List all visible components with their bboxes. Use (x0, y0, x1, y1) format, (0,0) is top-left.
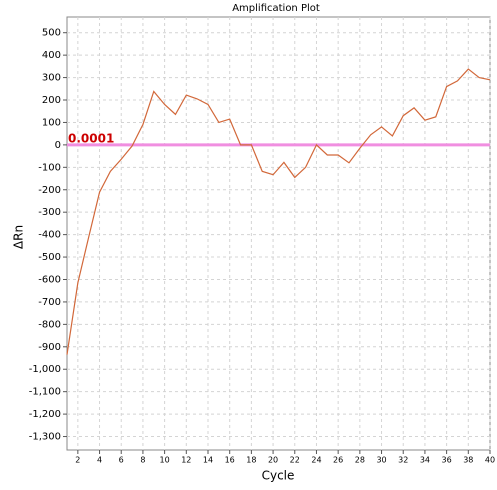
x-tick-label: 36 (442, 456, 452, 465)
x-axis-label: Cycle (262, 469, 295, 483)
y-tick-label: -1,100 (29, 387, 61, 398)
x-tick-label: 32 (398, 456, 408, 465)
x-tick-label: 18 (246, 456, 256, 465)
y-tick-label: -100 (38, 162, 61, 173)
y-tick-label: 200 (42, 95, 61, 106)
y-tick-label: 300 (42, 73, 61, 84)
y-tick-label: -200 (38, 185, 61, 196)
y-tick-label: -800 (38, 319, 61, 330)
y-tick-label: 500 (42, 28, 61, 39)
y-tick-label: -900 (38, 342, 61, 353)
x-tick-label: 6 (119, 456, 124, 465)
x-tick-label: 22 (290, 456, 300, 465)
y-tick-label: -1,200 (29, 409, 61, 420)
threshold-label: 0.0001 (68, 131, 114, 145)
y-tick-label: -600 (38, 274, 61, 285)
y-tick-label: -700 (38, 297, 61, 308)
data-line (66, 68, 491, 355)
x-tick-label: 2 (75, 456, 80, 465)
x-tick-label: 26 (333, 456, 343, 465)
plot-frame (66, 16, 491, 451)
y-tick-label: 400 (42, 50, 61, 61)
x-tick-label: 28 (355, 456, 365, 465)
x-tick-label: 10 (160, 456, 170, 465)
x-tick-label: 30 (376, 456, 386, 465)
y-tick-label: -1,000 (29, 364, 61, 375)
x-tick-label: 40 (485, 456, 495, 465)
y-tick-label: -400 (38, 230, 61, 241)
chart-title: Amplification Plot (232, 3, 320, 14)
x-tick-label: 34 (420, 456, 430, 465)
y-tick-label: 100 (42, 117, 61, 128)
x-tick-label: 4 (97, 456, 102, 465)
x-tick-label: 12 (181, 456, 191, 465)
x-tick-label: 20 (268, 456, 278, 465)
x-tick-label: 14 (203, 456, 213, 465)
y-tick-label: -500 (38, 252, 61, 263)
y-tick-label: -300 (38, 207, 61, 218)
y-axis-label: ΔRn (12, 225, 26, 249)
x-tick-label: 8 (140, 456, 145, 465)
x-tick-label: 16 (225, 456, 235, 465)
y-tick-label: -1,300 (29, 432, 61, 443)
x-tick-label: 38 (463, 456, 473, 465)
x-tick-label: 24 (311, 456, 321, 465)
y-tick-label: 0 (55, 140, 61, 151)
